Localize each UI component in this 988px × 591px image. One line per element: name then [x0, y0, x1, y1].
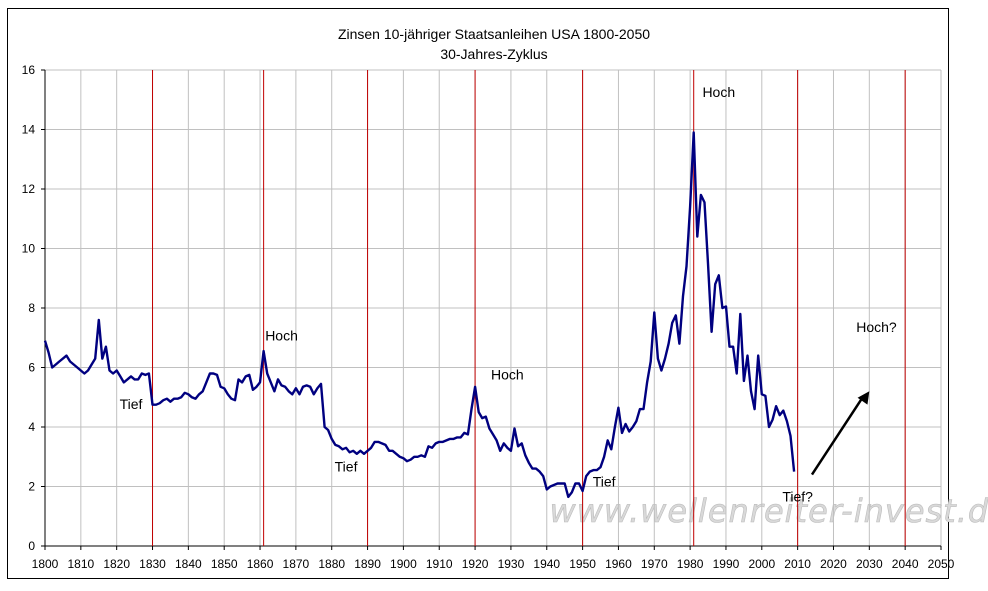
- chart-subtitle: 30-Jahres-Zyklus: [440, 46, 548, 62]
- x-tick-label: 1860: [247, 557, 274, 571]
- y-tick-label: 14: [22, 123, 36, 137]
- x-tick-label: 2000: [748, 557, 775, 571]
- x-tick-label: 1950: [569, 557, 596, 571]
- x-tick-label: 1830: [139, 557, 166, 571]
- x-tick-label: 1970: [641, 557, 668, 571]
- x-tick-label: 1810: [67, 557, 94, 571]
- yield-series-line: [43, 131, 796, 499]
- y-tick-label: 12: [22, 182, 36, 196]
- x-tick-label: 1920: [462, 557, 489, 571]
- x-tick-label: 2040: [892, 557, 919, 571]
- annotation-label: Tief: [335, 459, 358, 475]
- x-tick-label: 2020: [820, 557, 847, 571]
- x-tick-label: 1880: [318, 557, 345, 571]
- x-tick-label: 2030: [856, 557, 883, 571]
- forecast-arrow-head: [857, 391, 870, 405]
- x-tick-label: 1800: [32, 557, 59, 571]
- x-tick-label: 1980: [677, 557, 704, 571]
- x-tick-label: 1930: [498, 557, 525, 571]
- x-tick-label: 1820: [103, 557, 130, 571]
- annotation-label: Tief?: [782, 488, 813, 504]
- y-tick-label: 8: [28, 301, 35, 315]
- chart-frame: [7, 8, 949, 579]
- annotation-label: Hoch: [491, 366, 524, 382]
- x-tick-label: 2050: [928, 557, 955, 571]
- x-tick-label: 1900: [390, 557, 417, 571]
- chart-title: Zinsen 10-jähriger Staatsanleihen USA 18…: [337, 26, 651, 42]
- x-tick-label: 2010: [784, 557, 811, 571]
- y-tick-label: 2: [28, 480, 35, 494]
- x-tick-label: 1960: [605, 557, 632, 571]
- x-tick-label: 1890: [354, 557, 381, 571]
- annotation-label: Hoch?: [856, 319, 897, 335]
- watermark-text: www.wellenreiter-invest.de: [550, 492, 988, 530]
- annotation-label: Hoch: [265, 328, 298, 344]
- x-tick-label: 1850: [211, 557, 238, 571]
- annotation-label: Hoch: [702, 84, 735, 100]
- forecast-arrow-line: [810, 395, 865, 476]
- annotation-label: Tief: [593, 474, 616, 490]
- x-tick-label: 1990: [713, 557, 740, 571]
- y-tick-label: 16: [22, 63, 36, 77]
- y-tick-label: 6: [28, 361, 35, 375]
- x-tick-label: 1940: [533, 557, 560, 571]
- y-tick-label: 0: [28, 539, 35, 553]
- x-tick-label: 1840: [175, 557, 202, 571]
- y-tick-label: 10: [22, 242, 36, 256]
- x-tick-label: 1870: [283, 557, 310, 571]
- x-tick-label: 1910: [426, 557, 453, 571]
- annotation-label: Tief: [120, 396, 143, 412]
- y-tick-label: 4: [28, 420, 35, 434]
